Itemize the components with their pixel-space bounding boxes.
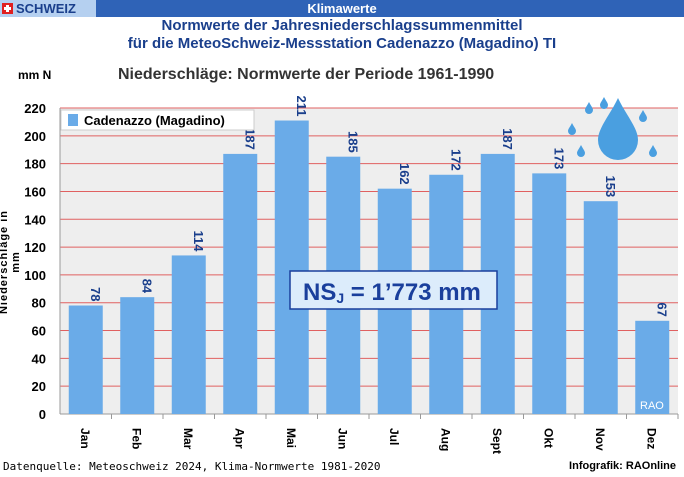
bar-value-label: 187 <box>242 128 257 150</box>
y-tick-label: 100 <box>24 268 46 283</box>
bar-value-label: 172 <box>448 149 463 171</box>
bar-value-label: 162 <box>397 163 412 185</box>
bar-feb <box>120 297 155 414</box>
y-tick-label: 120 <box>24 240 46 255</box>
bar-jan <box>68 305 103 414</box>
x-tick-label: Mai <box>284 428 298 448</box>
page-title-line2: für die MeteoSchweiz-Messstation Cadenaz… <box>127 35 557 52</box>
y-tick-label: 80 <box>32 296 46 311</box>
x-tick-label: Sept <box>490 428 504 454</box>
y-tick-label: 140 <box>24 212 46 227</box>
bar-apr <box>223 153 258 414</box>
section-title: Klimawerte <box>307 1 377 16</box>
bar-okt <box>532 173 567 414</box>
bar-mai <box>274 120 309 414</box>
bar-dez <box>635 320 670 414</box>
bar-value-label: 185 <box>345 131 360 153</box>
x-tick-label: Aug <box>438 428 452 451</box>
top-banner: Klimawerte SCHWEIZ <box>0 0 684 17</box>
y-tick-label: 40 <box>32 351 46 366</box>
x-tick-label: Mar <box>181 428 195 450</box>
x-tick-label: Jul <box>387 428 401 445</box>
unit-label: mm N <box>18 68 52 82</box>
rao-watermark: RAO <box>640 400 664 412</box>
bar-value-label: 173 <box>551 148 566 170</box>
y-tick-label: 160 <box>24 184 46 199</box>
legend-label: Cadenazzo (Magadino) <box>84 113 225 128</box>
y-tick-label: 20 <box>32 379 46 394</box>
y-tick-label: 220 <box>24 101 46 116</box>
page-title-line1: Normwerte der Jahresniederschlagssummenm… <box>161 17 523 34</box>
credit: Infografik: RAOnline <box>569 460 676 472</box>
y-tick-label: 200 <box>24 129 46 144</box>
raindrops-icon <box>568 97 657 160</box>
bar-value-label: 153 <box>603 175 618 197</box>
annotation-text: NSJ = 1’773 mm <box>303 279 481 306</box>
annotation-box <box>289 270 498 310</box>
bar-value-label: 187 <box>500 128 515 150</box>
bar-value-label: 67 <box>654 302 669 316</box>
x-tick-label: Okt <box>541 428 555 448</box>
x-tick-label: Nov <box>593 428 607 451</box>
legend: Cadenazzo (Magadino) <box>60 109 255 131</box>
y-tick-label: 0 <box>39 407 46 422</box>
data-source: Datenquelle: Meteoschweiz 2024, Klima-No… <box>3 460 381 473</box>
x-tick-label: Dez <box>644 428 658 449</box>
bar-mar <box>171 255 206 414</box>
legend-box <box>60 109 255 131</box>
y-tick-label: 60 <box>32 324 46 339</box>
brand-label: SCHWEIZ <box>16 1 76 16</box>
x-tick-label: Apr <box>232 428 246 449</box>
swiss-badge: SCHWEIZ <box>0 0 96 17</box>
y-tick-label: 180 <box>24 157 46 172</box>
x-tick-label: Jun <box>335 428 349 449</box>
annual-total-annotation: NSJ = 1’773 mm <box>289 270 498 310</box>
legend-swatch <box>68 114 78 126</box>
bar-nov <box>583 201 618 414</box>
plot-area <box>60 108 678 414</box>
bar-value-label: 78 <box>88 287 103 301</box>
bar-value-label: 114 <box>191 230 206 252</box>
bar-value-label: 84 <box>139 279 154 294</box>
bar-value-label: 211 <box>294 96 309 117</box>
chart-title: Niederschläge: Normwerte der Periode 196… <box>118 66 495 83</box>
x-tick-label: Feb <box>129 428 143 449</box>
swiss-flag-icon <box>2 3 13 15</box>
x-tick-label: Jan <box>78 428 92 449</box>
